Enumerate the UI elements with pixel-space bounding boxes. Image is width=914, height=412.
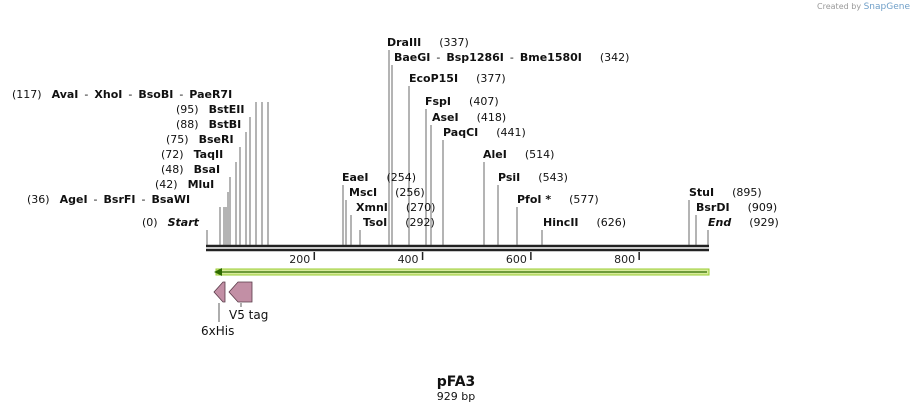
enzyme-name: TsoI (363, 216, 387, 229)
cut-site-position: (909) (748, 201, 778, 214)
enzyme-name: BseRI (199, 133, 234, 146)
cut-site-position: (117) (12, 88, 42, 101)
cut-site-position: (377) (476, 72, 506, 85)
enzyme-name: PaqCI (443, 126, 478, 139)
cut-site-position: (342) (600, 51, 630, 64)
enzyme-name: BsaI (194, 163, 220, 176)
cut-site-position: (256) (395, 186, 425, 199)
credit-text: Created by (817, 2, 862, 11)
cut-site-position: (270) (406, 201, 436, 214)
enzyme-name: AvaI (52, 88, 79, 101)
cut-site-position: (441) (496, 126, 526, 139)
feature-label: 6xHis (201, 324, 234, 338)
enzyme-name: AgeI (60, 193, 88, 206)
cut-site-position: (0) (142, 216, 158, 229)
enzyme-separator: - (94, 193, 98, 206)
enzyme-separator: - (128, 88, 132, 101)
enzyme-name: EaeI (342, 171, 369, 184)
ruler-tick-label: 400 (398, 253, 419, 266)
plasmid-length: 929 bp (437, 390, 475, 403)
enzyme-name: PfoI * (517, 193, 551, 206)
enzyme-name: Bme1580I (520, 51, 582, 64)
enzyme-separator: - (510, 51, 514, 64)
enzyme-name: TaqII (194, 148, 224, 161)
enzyme-name: PaeR7I (189, 88, 232, 101)
enzyme-separator: - (84, 88, 88, 101)
feature-6xhis-arrow (213, 281, 226, 303)
ruler-tick-label: 800 (614, 253, 635, 266)
enzyme-name: Bsp1286I (446, 51, 504, 64)
enzyme-separator: - (179, 88, 183, 101)
ruler-tick-label: 600 (506, 253, 527, 266)
enzyme-name: XmnI (356, 201, 388, 214)
ruler-tick-label: 200 (289, 253, 310, 266)
cut-site-position: (75) (166, 133, 189, 146)
cut-site-position: (292) (405, 216, 435, 229)
enzyme-name: EcoP15I (409, 72, 458, 85)
enzyme-separator: - (436, 51, 440, 64)
cut-site-position: (72) (161, 148, 184, 161)
enzyme-name: PsiI (498, 171, 520, 184)
enzyme-separator: - (142, 193, 146, 206)
enzyme-name: BsrFI (104, 193, 136, 206)
cut-site-position: (895) (732, 186, 762, 199)
enzyme-name: AseI (432, 111, 459, 124)
enzyme-name: XhoI (94, 88, 122, 101)
cut-site-position: (36) (27, 193, 50, 206)
enzyme-name: AleI (483, 148, 507, 161)
cut-site-position: (48) (161, 163, 184, 176)
cut-site-position: (88) (176, 118, 199, 131)
enzyme-name: BsoBI (138, 88, 173, 101)
orf-arrowhead (214, 268, 222, 276)
feature-v5-tag-arrow (228, 281, 253, 303)
cut-site-position: (577) (569, 193, 599, 206)
cut-site-position: (95) (176, 103, 199, 116)
feature-label: V5 tag (229, 308, 268, 322)
enzyme-name: Start (168, 216, 200, 229)
enzyme-name: BaeGI (394, 51, 430, 64)
cut-site-position: (418) (477, 111, 507, 124)
cut-site-position: (626) (597, 216, 627, 229)
enzyme-name: BsaWI (151, 193, 190, 206)
cut-site-position: (543) (538, 171, 568, 184)
enzyme-name: StuI (689, 186, 714, 199)
enzyme-name: MscI (349, 186, 377, 199)
snapgene-credit: Created by SnapGene (817, 2, 910, 12)
cut-site-position: (929) (749, 216, 779, 229)
enzyme-name: FspI (425, 95, 451, 108)
enzyme-name: HincII (543, 216, 579, 229)
enzyme-name: BsrDI (696, 201, 730, 214)
cut-site-position: (337) (439, 36, 469, 49)
cut-site-position: (514) (525, 148, 555, 161)
cut-site-position: (254) (387, 171, 417, 184)
cut-site-position: (407) (469, 95, 499, 108)
enzyme-name: BstEII (209, 103, 245, 116)
snapgene-brand: SnapGene (863, 2, 910, 12)
cut-site-position: (42) (155, 178, 178, 191)
enzyme-name: End (708, 216, 731, 229)
enzyme-name: DraIII (387, 36, 421, 49)
plasmid-name: pFA3 (437, 374, 476, 390)
enzyme-name: BstBI (209, 118, 242, 131)
enzyme-name: MluI (188, 178, 215, 191)
